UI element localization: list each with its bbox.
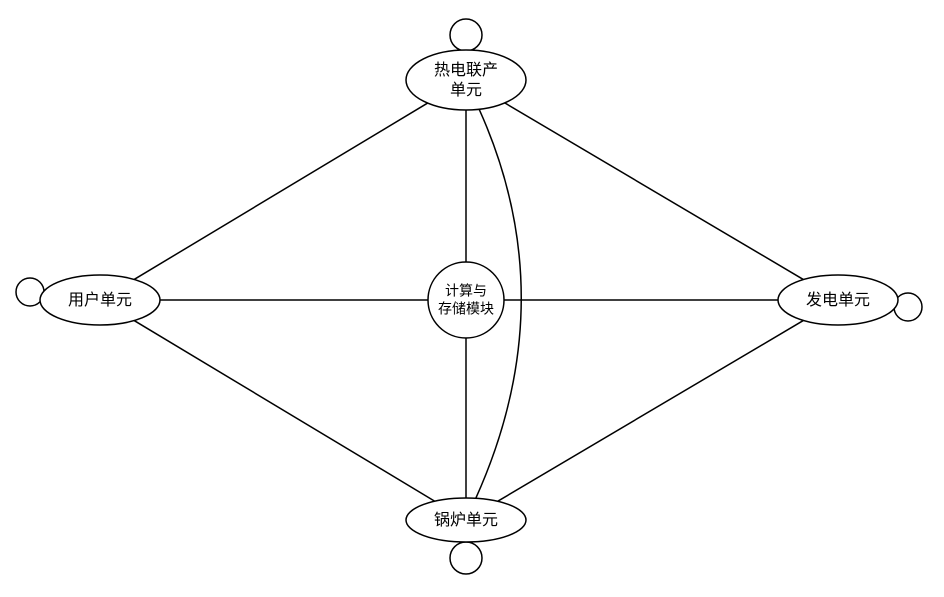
edge-top-right — [505, 103, 804, 280]
node-right-label: 发电单元 — [806, 291, 870, 309]
center-label-2: 存储模块 — [438, 301, 494, 317]
edge-left-bottom — [134, 321, 435, 502]
network-diagram: 计算与存储模块 热电联产单元用户单元 发电单元锅炉单元 — [0, 0, 944, 597]
edge-right-bottom — [498, 320, 804, 501]
center-label-1: 计算与 — [445, 283, 487, 299]
edge-top-left — [134, 103, 427, 279]
self-loop-top — [450, 19, 482, 51]
node-left-label: 用户单元 — [68, 291, 132, 309]
node-top-label-1: 热电联产 — [434, 61, 498, 79]
self-loop-bottom — [450, 542, 482, 574]
node-bottom-label: 锅炉单元 — [434, 511, 498, 529]
node-top — [406, 50, 526, 110]
node-top-label-2: 单元 — [450, 81, 482, 99]
